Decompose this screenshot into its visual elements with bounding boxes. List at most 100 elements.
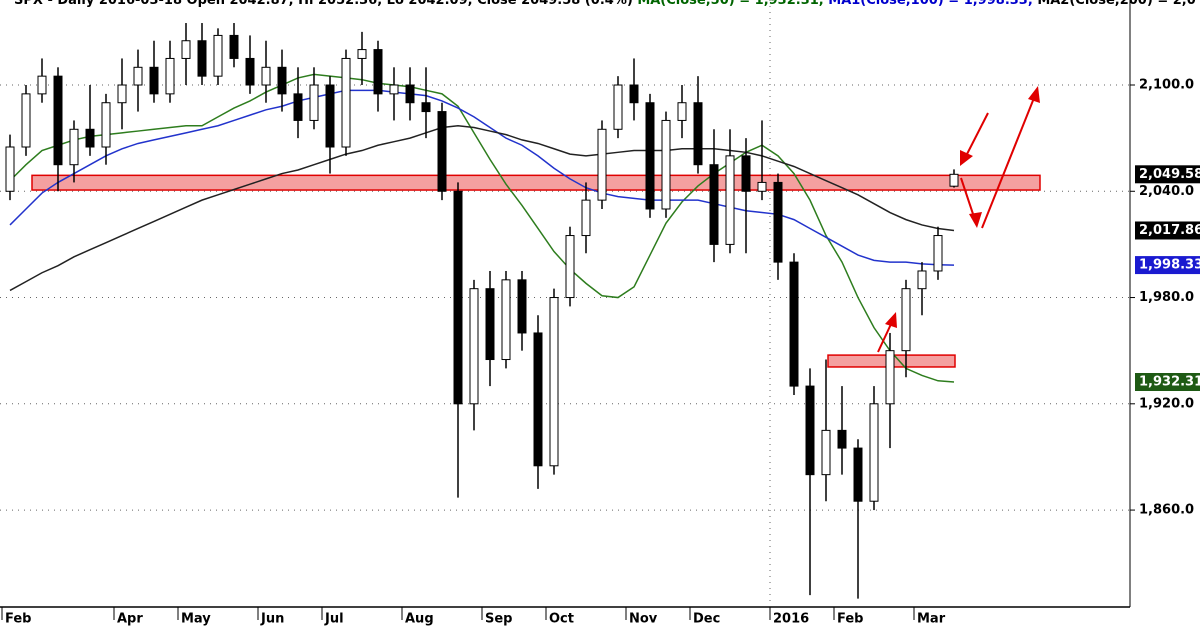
candle-body	[149, 66, 159, 95]
candle-body	[373, 49, 383, 95]
x-tick-label: Jun	[260, 612, 284, 627]
moving-averages	[9, 73, 955, 383]
candle-body	[581, 199, 591, 237]
candle-body	[693, 102, 703, 166]
candle-body	[661, 119, 671, 210]
arrow	[960, 177, 976, 221]
candle-body	[565, 235, 575, 299]
arrow-head	[969, 212, 982, 228]
candle-body	[21, 93, 31, 148]
candle-body	[421, 102, 431, 113]
x-tick-label: Oct	[549, 612, 574, 627]
candle-body	[821, 429, 831, 476]
last-value-box	[1135, 256, 1200, 275]
chart-title: SPX - Daily 2016-03-18 Open 2042.87, Hi …	[14, 0, 1196, 8]
arrow	[964, 112, 989, 159]
arrow-head	[885, 312, 897, 328]
ma-line	[9, 73, 955, 383]
candle-body	[277, 66, 287, 95]
candle-body	[549, 297, 559, 467]
candle-body	[901, 288, 911, 352]
candle-body	[165, 57, 175, 95]
candle-body	[789, 261, 799, 387]
y-tick-label: 2,040.0	[1139, 184, 1194, 199]
candle-body	[117, 84, 127, 104]
candle-body	[869, 403, 879, 502]
zone	[31, 174, 1041, 191]
title-part: MA2(Close,200) = 2,0	[1037, 0, 1195, 8]
last-value-label: 1,932.31	[1139, 375, 1200, 390]
candle-body	[629, 84, 639, 104]
candle-body	[725, 155, 735, 245]
candle-body	[405, 84, 415, 104]
candle-body	[501, 279, 511, 361]
last-value-label: 1,998.33	[1139, 258, 1200, 273]
y-tick-label: 1,920.0	[1139, 396, 1194, 411]
candle-body	[293, 93, 303, 121]
x-tick-label: 2016	[773, 612, 809, 627]
x-tick-label: May	[181, 612, 211, 627]
x-tick-label: Apr	[117, 612, 143, 627]
candle-body	[805, 385, 815, 476]
candle-body	[853, 447, 863, 502]
axis-labels: 1,860.0 1,920.0 1,980.0 2,040.0 2,100.0 Feb Ap…	[1, 78, 1200, 627]
last-value-label: 2,049.58	[1139, 167, 1200, 182]
x-tick-label: Sep	[485, 612, 513, 627]
candle-body	[485, 288, 495, 361]
candle-body	[837, 429, 847, 449]
x-tick-label: Nov	[629, 612, 658, 627]
candle-body	[885, 350, 895, 405]
candle-body	[245, 57, 255, 86]
candle-body	[69, 128, 79, 166]
x-tick-label: Jul	[324, 612, 344, 627]
candle-body	[517, 279, 527, 334]
candle-body	[949, 173, 959, 187]
ma-line	[9, 124, 955, 292]
candle-body	[5, 146, 15, 192]
candle-body	[613, 84, 623, 130]
arrow-head	[960, 150, 973, 166]
grid	[0, 0, 1130, 605]
candle-body	[197, 40, 207, 77]
title-part: SPX - Daily 2016-03-18 Open 2042.87, Hi …	[14, 0, 637, 8]
last-value-box	[1135, 373, 1200, 392]
candle-body	[773, 181, 783, 263]
arrows	[877, 86, 1040, 353]
candle-body	[917, 270, 927, 290]
last-value-label: 2,017.86	[1139, 223, 1200, 238]
candle-body	[261, 66, 271, 86]
ma-line	[9, 89, 955, 266]
candle-body	[597, 128, 607, 201]
candle-body	[741, 155, 751, 192]
candle-body	[933, 235, 943, 272]
last-value-box	[1135, 221, 1200, 240]
candle-body	[85, 128, 95, 148]
candle-body	[53, 75, 63, 166]
title-part: MA1(Close,100) = 1,998.33,	[828, 0, 1037, 8]
arrow	[877, 321, 893, 353]
candle-body	[133, 66, 143, 86]
x-tick-label: Dec	[693, 612, 720, 627]
x-tick-label: Feb	[5, 612, 31, 627]
candle-body	[229, 34, 239, 59]
candle-body	[37, 75, 47, 95]
candle-body	[437, 111, 447, 192]
y-tick-label: 1,860.0	[1139, 503, 1194, 518]
arrow-head	[1028, 86, 1040, 103]
candle-body	[309, 84, 319, 121]
arrow	[981, 97, 1035, 229]
last-value-box	[1135, 165, 1200, 184]
candles	[5, 23, 959, 599]
candle-body	[645, 102, 655, 210]
x-tick-label: Feb	[837, 612, 863, 627]
candle-body	[101, 102, 111, 148]
y-tick-label: 2,100.0	[1139, 78, 1194, 93]
candle-body	[677, 102, 687, 121]
candle-body	[213, 34, 223, 77]
candle-body	[357, 49, 367, 59]
candle-body	[341, 57, 351, 148]
candle-body	[181, 40, 191, 59]
candle-body	[533, 332, 543, 467]
candle-body	[469, 288, 479, 405]
candle-body	[389, 84, 399, 95]
